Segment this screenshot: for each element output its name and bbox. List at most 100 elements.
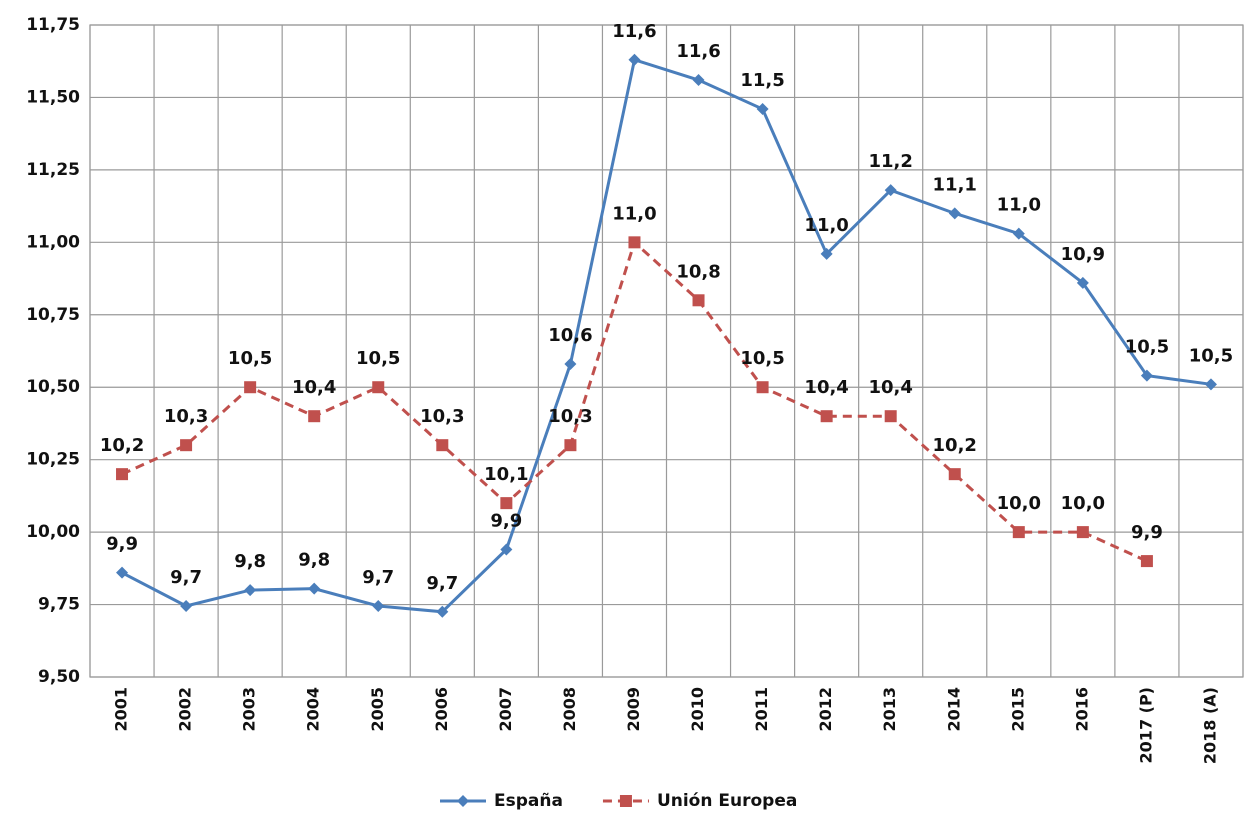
data-label: 10,3	[548, 406, 592, 427]
data-label: 10,0	[1061, 493, 1105, 514]
marker	[436, 439, 449, 452]
x-tick-label: 2002	[176, 687, 195, 732]
data-label: 10,5	[740, 348, 784, 369]
x-tick-label: 2017 (P)	[1136, 687, 1155, 763]
marker	[180, 600, 193, 613]
data-label: 10,5	[356, 348, 400, 369]
x-tick-label: 2014	[944, 687, 963, 732]
x-tick-label: 2004	[304, 687, 323, 732]
y-tick-label: 11,50	[26, 87, 80, 107]
marker	[1140, 369, 1153, 382]
marker	[372, 381, 385, 394]
marker	[500, 497, 513, 510]
marker	[884, 410, 897, 423]
x-tick-label: 2008	[560, 687, 579, 732]
y-tick-label: 11,00	[26, 232, 80, 252]
marker	[500, 543, 513, 556]
marker	[628, 53, 641, 66]
data-label: 10,6	[548, 325, 592, 346]
data-label: 11,6	[676, 41, 720, 62]
marker	[692, 294, 705, 307]
y-tick-label: 10,25	[26, 450, 80, 470]
marker	[308, 410, 321, 423]
marker	[1012, 227, 1025, 240]
data-label: 11,0	[612, 203, 656, 224]
marker	[948, 468, 961, 481]
marker	[436, 605, 449, 618]
data-label: 10,1	[484, 464, 528, 485]
data-label: 11,5	[740, 70, 784, 91]
data-label: 9,8	[298, 550, 330, 571]
legend: España Unión Europea	[440, 791, 797, 811]
data-label: 11,1	[933, 174, 977, 195]
marker	[564, 358, 577, 371]
series-line	[121, 57, 1212, 614]
marker	[756, 103, 769, 116]
x-tick-label: 2009	[624, 687, 643, 732]
x-tick-label: 2001	[112, 687, 131, 732]
data-label: 10,4	[292, 377, 336, 398]
x-tick-label: 2012	[816, 687, 835, 732]
marker	[884, 184, 897, 197]
legend-label: Unión Europea	[657, 791, 797, 811]
marker	[1076, 276, 1089, 289]
data-label: 10,4	[804, 377, 848, 398]
marker	[244, 381, 257, 394]
data-label: 10,4	[868, 377, 912, 398]
data-label: 10,2	[100, 435, 144, 456]
marker	[180, 439, 193, 452]
y-tick-label: 9,75	[38, 595, 80, 615]
data-label: 10,0	[997, 493, 1041, 514]
x-tick-label: 2013	[880, 687, 899, 732]
data-label: 10,9	[1061, 244, 1105, 265]
marker	[628, 236, 641, 249]
y-tick-label: 10,75	[26, 305, 80, 325]
marker	[820, 247, 833, 260]
marker	[308, 582, 321, 595]
x-tick-label: 2018 (A)	[1200, 687, 1219, 764]
x-tick-label: 2005	[368, 687, 387, 732]
data-label: 9,7	[362, 567, 394, 588]
marker	[1140, 555, 1153, 568]
x-tick-label: 2011	[752, 687, 771, 732]
data-label: 10,5	[1189, 345, 1233, 366]
legend-marker	[457, 795, 469, 807]
x-tick-label: 2003	[240, 687, 259, 732]
marker	[244, 584, 257, 597]
data-label: 9,9	[106, 534, 138, 555]
data-label: 10,8	[676, 261, 720, 282]
x-tick-label: 2006	[432, 687, 451, 732]
legend-label: España	[494, 791, 563, 811]
marker	[116, 468, 129, 481]
y-tick-label: 11,25	[26, 160, 80, 180]
data-label: 11,0	[804, 215, 848, 236]
y-tick-label: 9,50	[38, 667, 80, 687]
marker	[1076, 526, 1089, 539]
x-tick-label: 2015	[1008, 687, 1027, 732]
marker	[372, 600, 385, 613]
marker	[692, 74, 705, 87]
marker	[756, 381, 769, 394]
marker	[948, 207, 961, 220]
y-tick-label: 10,00	[26, 522, 80, 542]
data-label: 11,0	[997, 195, 1041, 216]
x-tick-label: 2010	[688, 687, 707, 732]
data-label: 9,7	[170, 567, 202, 588]
plot-border	[89, 24, 1244, 678]
y-tick-label: 11,75	[26, 15, 80, 35]
data-label: 9,9	[490, 510, 522, 531]
data-label: 11,6	[612, 21, 656, 42]
marker	[564, 439, 577, 452]
data-label: 10,5	[1125, 337, 1169, 358]
marker	[1012, 526, 1025, 539]
series-line	[121, 239, 1148, 563]
data-label: 9,9	[1131, 522, 1163, 543]
data-label: 11,2	[868, 151, 912, 172]
x-tick-label: 2007	[496, 687, 515, 732]
marker	[820, 410, 833, 423]
data-label: 10,3	[420, 406, 464, 427]
y-tick-label: 10,50	[26, 377, 80, 397]
x-tick-label: 2016	[1072, 687, 1091, 732]
data-label: 10,5	[228, 348, 272, 369]
